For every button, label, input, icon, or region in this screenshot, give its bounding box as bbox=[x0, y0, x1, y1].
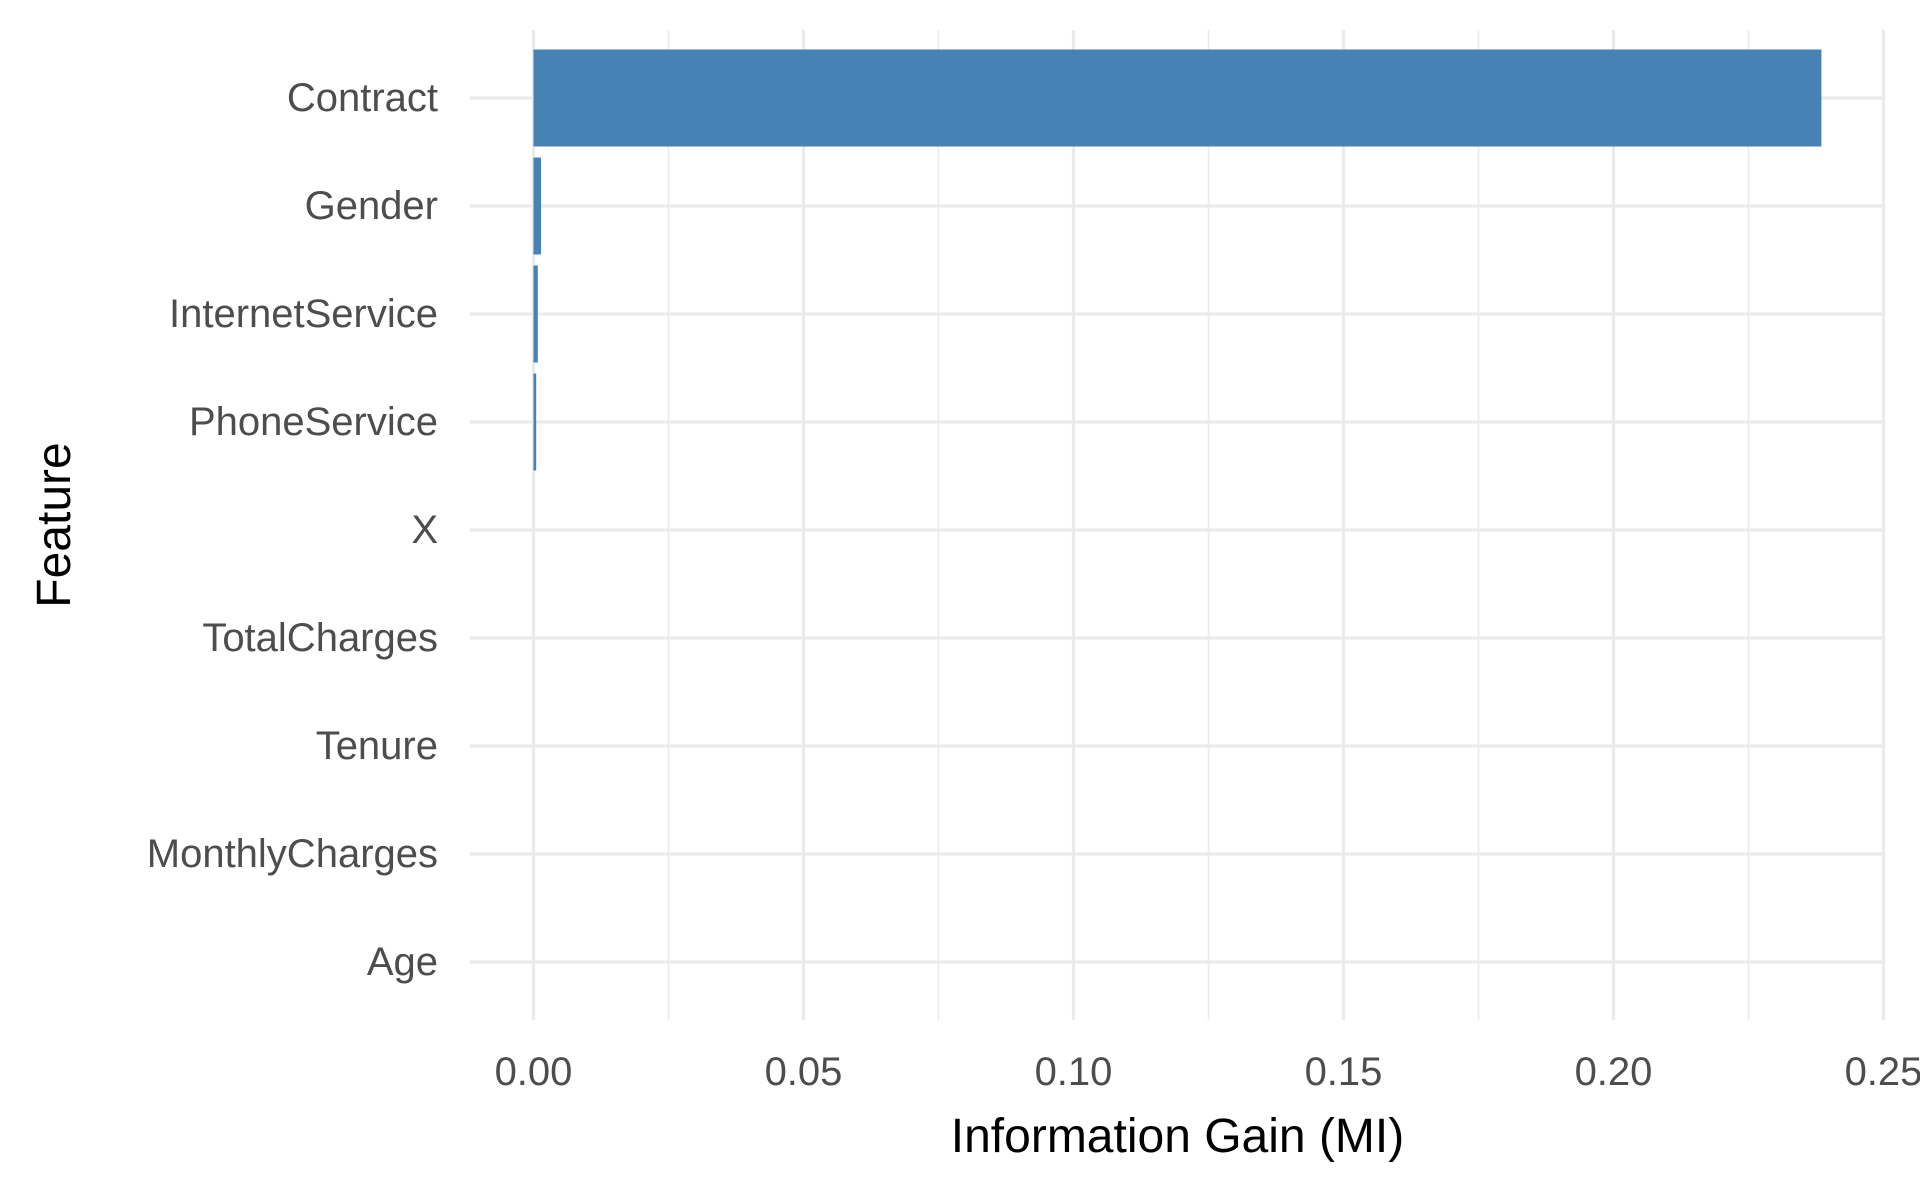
y-tick-label: Gender bbox=[305, 184, 438, 228]
minor-gridlines bbox=[667, 30, 1750, 1020]
x-tick-labels: 0.00 0.05 0.10 0.15 0.20 0.25 bbox=[495, 1050, 1920, 1094]
x-tick-label: 0.10 bbox=[1035, 1050, 1113, 1094]
x-axis-title: Information Gain (MI) bbox=[951, 1110, 1404, 1163]
bar-phoneservice bbox=[533, 373, 537, 471]
x-tick-label: 0.20 bbox=[1575, 1050, 1653, 1094]
y-tick-label: Contract bbox=[287, 76, 438, 120]
y-tick-label: TotalCharges bbox=[202, 616, 438, 660]
y-tick-label: InternetService bbox=[169, 292, 438, 336]
y-tick-labels: Contract Gender InternetService PhoneServic… bbox=[147, 76, 438, 984]
major-gridlines bbox=[470, 30, 1886, 1020]
x-tick-label: 0.00 bbox=[495, 1050, 573, 1094]
x-tick-label: 0.25 bbox=[1845, 1050, 1920, 1094]
y-tick-label: MonthlyCharges bbox=[147, 832, 438, 876]
bar-internetservice bbox=[533, 265, 538, 363]
x-tick-label: 0.05 bbox=[765, 1050, 843, 1094]
bar-contract bbox=[533, 49, 1822, 147]
y-tick-label: Age bbox=[367, 940, 438, 984]
y-axis-title: Feature bbox=[28, 442, 81, 607]
y-tick-label: X bbox=[411, 508, 438, 552]
bar-gender bbox=[533, 157, 542, 255]
x-tick-label: 0.15 bbox=[1305, 1050, 1383, 1094]
y-tick-label: Tenure bbox=[316, 724, 438, 768]
bars bbox=[533, 49, 1822, 471]
y-tick-label: PhoneService bbox=[189, 400, 438, 444]
